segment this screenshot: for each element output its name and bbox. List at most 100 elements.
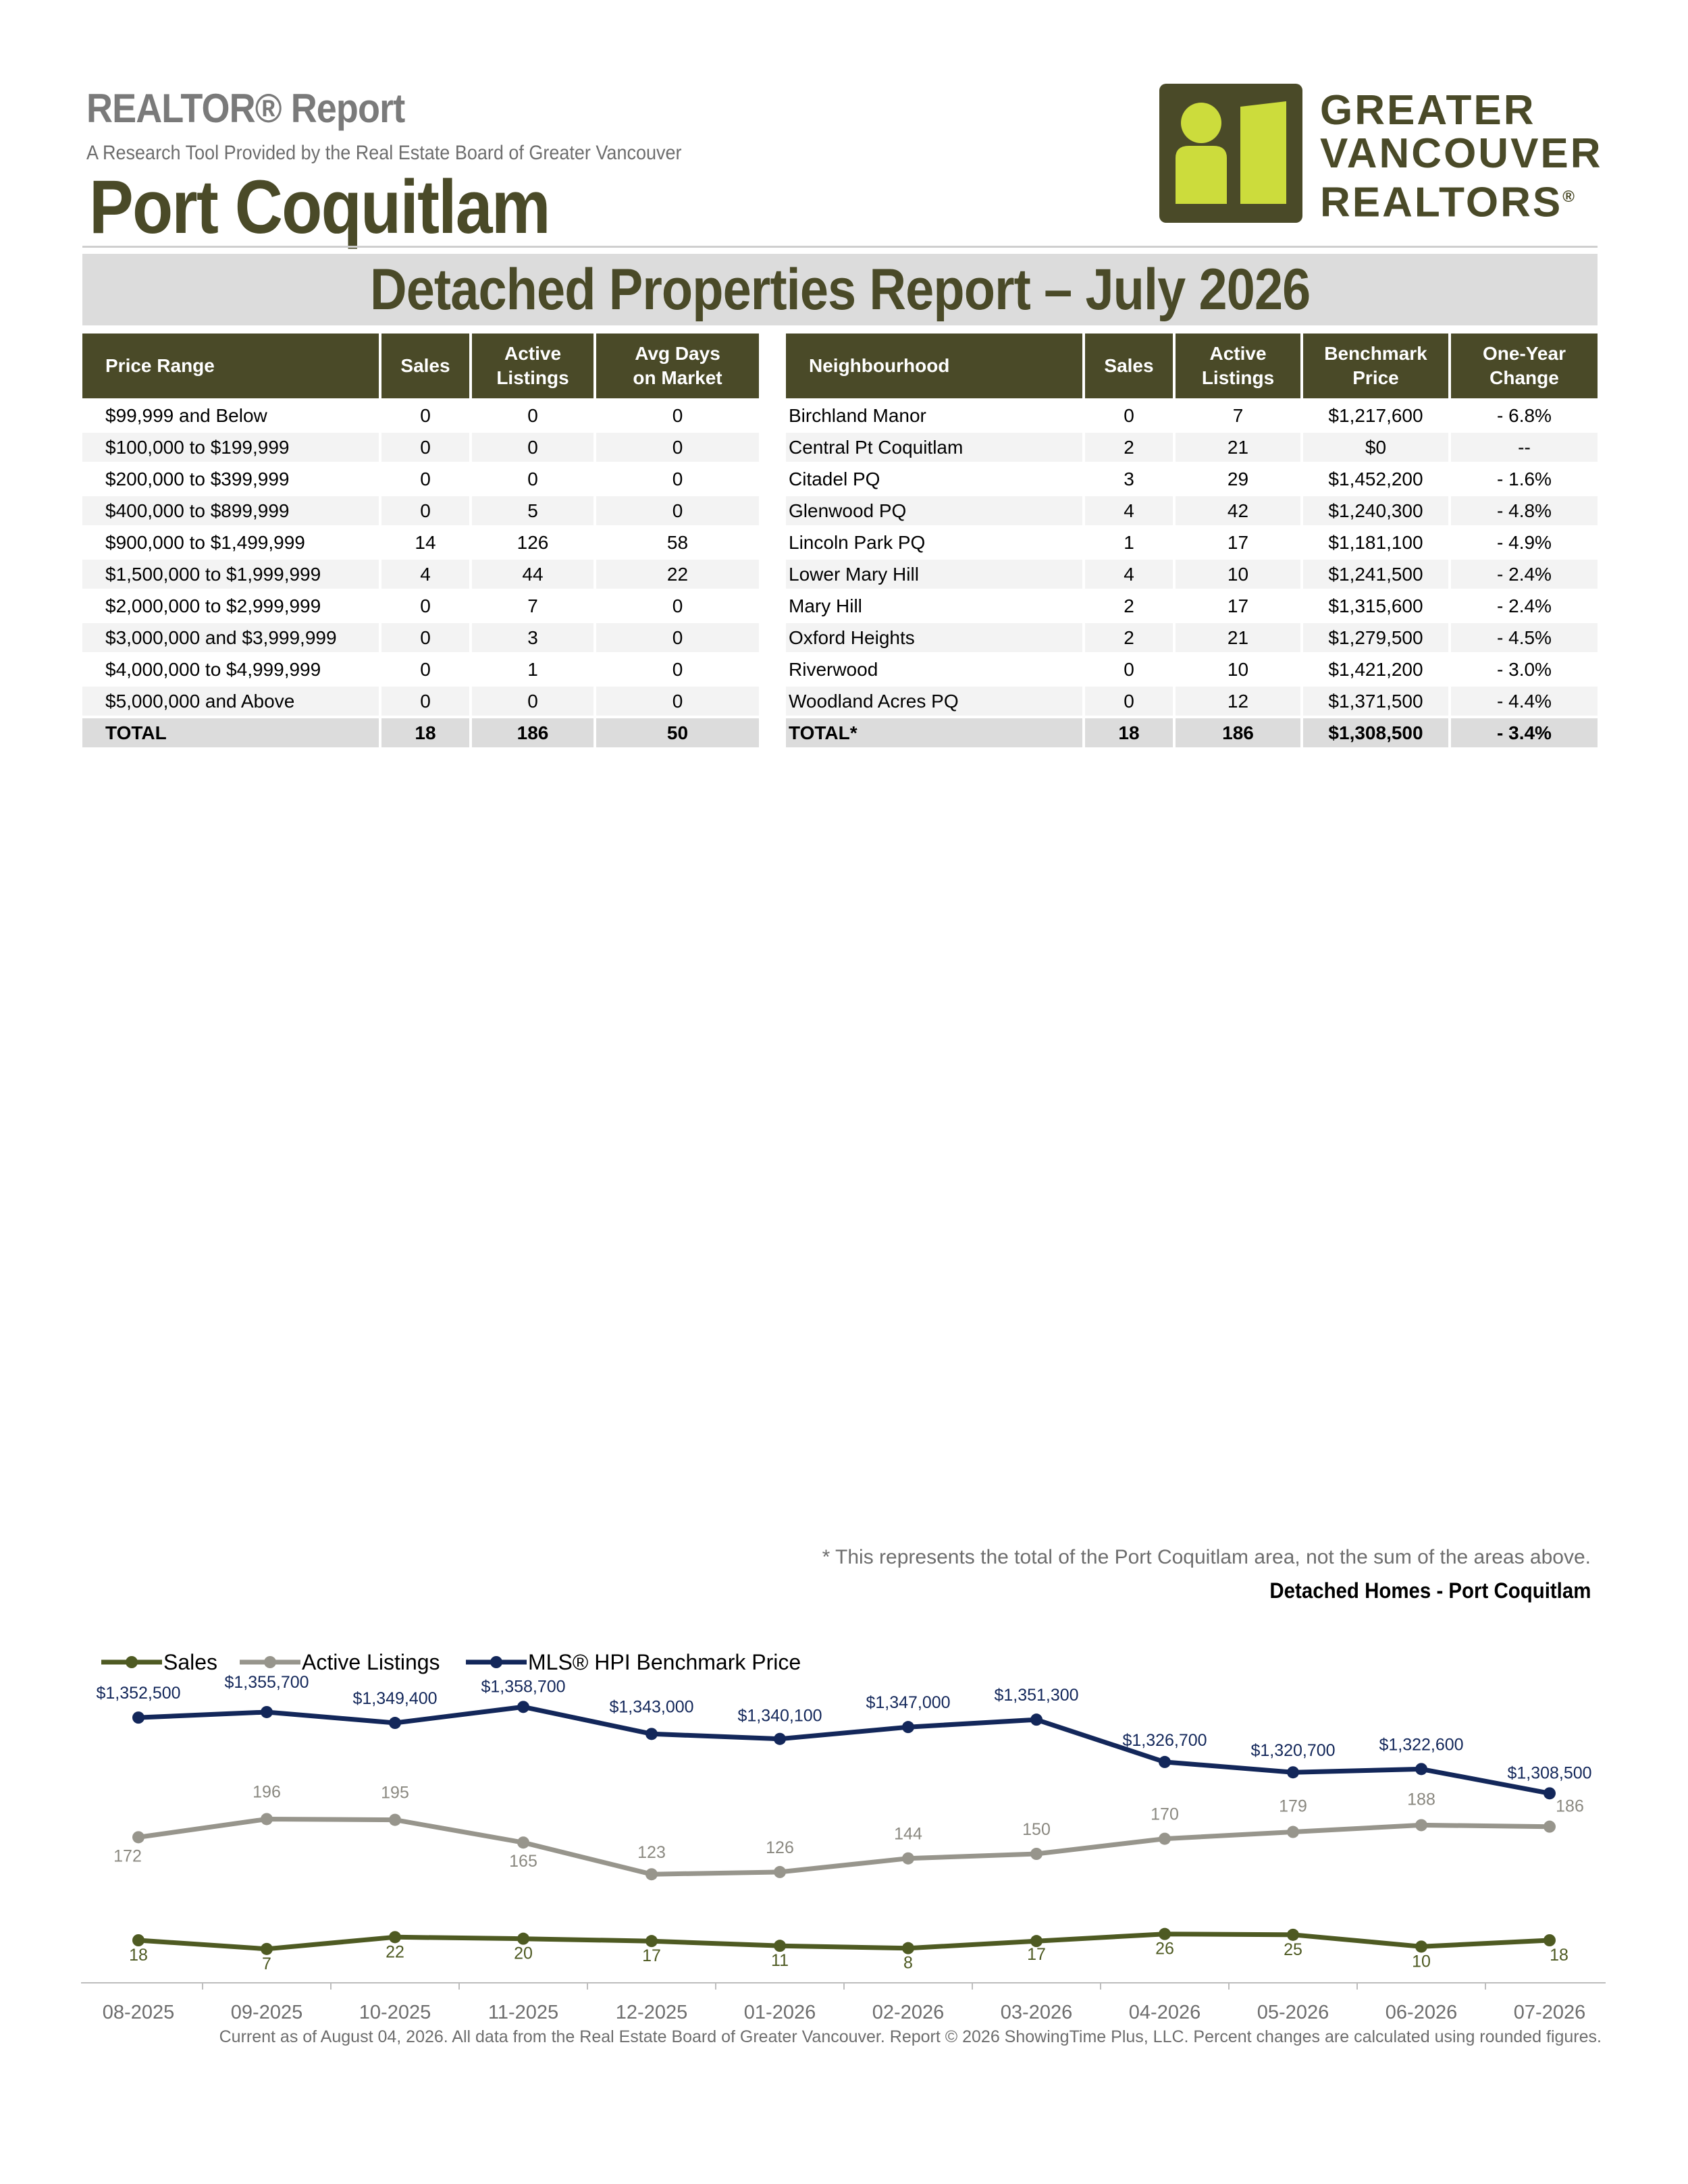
table-cell: 4 (1085, 557, 1176, 589)
table-cell: Lower Mary Hill (786, 557, 1085, 589)
table-cell: 14 (381, 525, 472, 557)
table-cell: TOTAL* (786, 716, 1085, 747)
data-label: $1,351,300 (994, 1686, 1078, 1705)
data-label: $1,358,700 (481, 1677, 565, 1696)
data-point (1030, 1713, 1043, 1726)
data-label: 186 (1556, 1797, 1584, 1816)
series-line-1 (138, 1817, 1550, 1877)
neighbourhood-row-total: TOTAL* 18 186 $1,308,500- 3.4% (786, 716, 1598, 747)
report-subtitle: A Research Tool Provided by the Real Est… (86, 142, 682, 164)
table-cell: 0 (596, 430, 759, 462)
table-cell: 0 (381, 462, 472, 494)
table-cell: $1,181,100 (1303, 525, 1451, 557)
data-label: 170 (1151, 1805, 1179, 1824)
data-label: $1,352,500 (96, 1684, 180, 1703)
table-cell: $4,000,000 to $4,999,999 (82, 652, 381, 684)
table-cell: 58 (596, 525, 759, 557)
neighbourhood-row: Citadel PQ 3 29 $1,452,200- 1.6% (786, 462, 1598, 494)
table-cell: $99,999 and Below (82, 398, 381, 430)
legend-swatch-dot (126, 1656, 138, 1668)
price-row-total: TOTAL 18 186 50 (82, 716, 759, 747)
table-cell: 18 (1085, 716, 1176, 747)
data-label: $1,322,600 (1379, 1735, 1463, 1754)
x-tick-label: 08-2025 (103, 2002, 174, 2023)
logo-text: GREATER VANCOUVER REALTORS® (1320, 89, 1603, 225)
table-cell: - 4.9% (1451, 525, 1598, 557)
neighbourhood-row: Riverwood 0 10 $1,421,200- 3.0% (786, 652, 1598, 684)
table-cell: 21 (1176, 620, 1303, 652)
price-row: $5,000,000 and Above 0 0 0 (82, 684, 759, 716)
table-cell: $1,371,500 (1303, 684, 1451, 716)
table-cell: 5 (472, 494, 596, 525)
table-cell: 126 (472, 525, 596, 557)
table-cell: 21 (1176, 430, 1303, 462)
trend-chart: 08-2025 09-2025 10-2025 11-2025 12-2025 01-20… (81, 1650, 1606, 2023)
data-label: 8 (903, 1954, 913, 1973)
price-range-table: Price Range Sales Active Listings Avg Day… (82, 334, 759, 747)
x-tick-label: 04-2026 (1129, 2002, 1201, 2023)
data-label: $1,355,700 (224, 1673, 309, 1692)
price-row: $99,999 and Below 0 0 0 (82, 398, 759, 430)
col-header-one-year-change: One-Year Change (1451, 334, 1598, 398)
table-cell: 29 (1176, 462, 1303, 494)
logo-line-3: REALTORS® (1320, 179, 1577, 226)
table-cell: 0 (596, 494, 759, 525)
data-point (902, 1721, 914, 1734)
table-cell: 0 (381, 589, 472, 620)
data-label: 126 (766, 1838, 794, 1857)
neighbourhood-row: Mary Hill 2 17 $1,315,600- 2.4% (786, 589, 1598, 620)
table-cell: 3 (1085, 462, 1176, 494)
table-cell: $400,000 to $899,999 (82, 494, 381, 525)
x-tick-label: 01-2026 (744, 2002, 816, 2023)
table-cell: 17 (1176, 525, 1303, 557)
data-label: 144 (894, 1825, 922, 1844)
report-label: REALTOR® Report (86, 86, 405, 131)
table-cell: 0 (596, 684, 759, 716)
price-row: $3,000,000 and $3,999,999 0 3 0 (82, 620, 759, 652)
table-cell: 0 (596, 462, 759, 494)
table-cell: Birchland Manor (786, 398, 1085, 430)
data-point (261, 1705, 273, 1718)
table-cell: Riverwood (786, 652, 1085, 684)
data-label: 188 (1407, 1790, 1435, 1809)
data-label: 7 (262, 1954, 271, 1973)
data-label: 165 (509, 1852, 537, 1871)
data-point (774, 1940, 786, 1952)
table-cell: - 4.8% (1451, 494, 1598, 525)
table-cell: 1 (1085, 525, 1176, 557)
data-point (1544, 1787, 1556, 1800)
table-cell: 0 (381, 494, 472, 525)
legend-swatch-dot (490, 1656, 502, 1668)
table-cell: $1,240,300 (1303, 494, 1451, 525)
table-cell: 0 (596, 589, 759, 620)
table-cell: Citadel PQ (786, 462, 1085, 494)
x-tick-label: 06-2026 (1386, 2002, 1457, 2023)
table-cell: 0 (1085, 652, 1176, 684)
col-header-sales: Sales (381, 334, 472, 398)
logo-mark-icon (1159, 84, 1302, 223)
neighbourhood-row: Glenwood PQ 4 42 $1,240,300- 4.8% (786, 494, 1598, 525)
table-cell: 7 (1176, 398, 1303, 430)
col-header-price-range: Price Range (82, 334, 381, 398)
table-cell: 0 (472, 398, 596, 430)
data-label: 11 (771, 1951, 789, 1970)
x-tick-label: 09-2025 (231, 2002, 302, 2023)
table-cell: 0 (381, 430, 472, 462)
data-point (132, 1934, 144, 1946)
neighbourhood-row: Woodland Acres PQ 0 12 $1,371,500- 4.4% (786, 684, 1598, 716)
table-cell: $100,000 to $199,999 (82, 430, 381, 462)
table-cell: - 2.4% (1451, 557, 1598, 589)
data-label: 196 (253, 1782, 281, 1801)
table-cell: $0 (1303, 430, 1451, 462)
table-cell: 10 (1176, 652, 1303, 684)
data-point (517, 1932, 529, 1945)
chart-title: Detached Homes - Port Coquitlam (1269, 1578, 1591, 1603)
data-point (132, 1711, 144, 1724)
price-row: $4,000,000 to $4,999,999 0 1 0 (82, 652, 759, 684)
data-label: 25 (1284, 1940, 1302, 1959)
table-cell: 0 (472, 462, 596, 494)
data-label: 17 (1027, 1945, 1046, 1964)
table-cell: 0 (596, 620, 759, 652)
data-point (774, 1732, 786, 1745)
source-note: Current as of August 04, 2026. All data … (219, 2027, 1602, 2046)
